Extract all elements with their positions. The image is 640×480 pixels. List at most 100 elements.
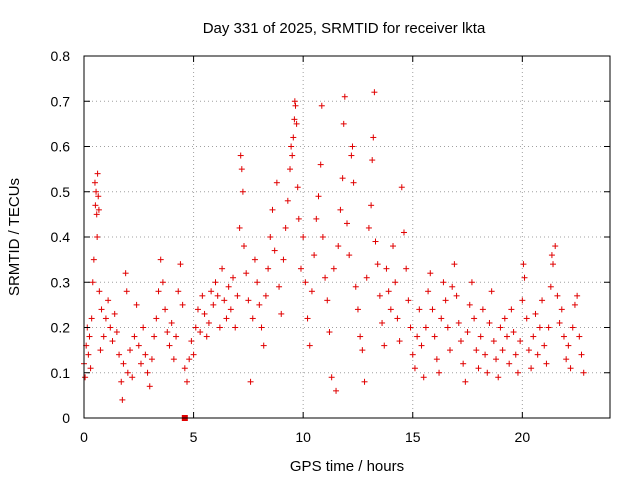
data-point (499, 347, 506, 354)
data-point (534, 351, 541, 358)
data-point (317, 161, 324, 168)
data-point (543, 360, 550, 367)
data-point (302, 279, 309, 286)
data-point (258, 324, 265, 331)
x-tick-label: 15 (405, 429, 421, 445)
data-point (294, 184, 301, 191)
data-point (221, 297, 228, 304)
data-point (129, 374, 136, 381)
data-point (265, 265, 272, 272)
data-point (197, 329, 204, 336)
data-point (240, 243, 247, 250)
data-point (455, 319, 462, 326)
data-point (184, 378, 191, 385)
data-point (545, 324, 552, 331)
data-point (330, 265, 337, 272)
data-point (381, 342, 388, 349)
data-point (205, 319, 212, 326)
data-point (179, 301, 186, 308)
data-point (352, 283, 359, 290)
data-point (422, 324, 429, 331)
data-point (199, 292, 206, 299)
data-point (271, 247, 278, 254)
data-point (311, 252, 318, 259)
data-point (313, 215, 320, 222)
data-point (291, 98, 298, 105)
data-point (372, 238, 379, 245)
data-point (140, 324, 147, 331)
data-point (315, 193, 322, 200)
data-point (82, 374, 89, 381)
data-point (552, 243, 559, 250)
y-tick-label: 0.8 (51, 48, 71, 64)
data-point (95, 193, 102, 200)
data-point (319, 234, 326, 240)
data-point (433, 356, 440, 363)
data-point (548, 252, 555, 259)
data-point (510, 329, 517, 336)
data-point (374, 261, 381, 268)
data-point (97, 347, 104, 354)
data-point (394, 315, 401, 322)
data-point (420, 374, 427, 381)
data-point (486, 319, 493, 326)
data-point (578, 351, 585, 358)
data-point (359, 347, 366, 354)
data-point (291, 116, 298, 123)
data-point (335, 243, 342, 250)
data-point (96, 288, 103, 295)
data-point (383, 265, 390, 272)
data-point (111, 310, 118, 317)
x-tick-label: 10 (295, 429, 311, 445)
data-point (107, 324, 114, 331)
data-point (89, 279, 96, 286)
data-point (539, 297, 546, 304)
data-point (438, 315, 445, 322)
data-point (190, 351, 197, 358)
data-point (328, 374, 335, 381)
data-point (144, 369, 151, 376)
data-point (164, 329, 171, 336)
data-point (530, 333, 537, 340)
data-point (170, 356, 177, 363)
data-point (260, 342, 267, 349)
data-point (440, 279, 447, 286)
data-point (436, 369, 443, 376)
data-point (98, 306, 105, 313)
data-point (460, 360, 467, 367)
data-point (392, 279, 399, 286)
data-point (547, 283, 554, 290)
data-point (216, 324, 223, 331)
data-point (297, 265, 304, 272)
data-point (365, 224, 372, 231)
data-point (333, 387, 340, 394)
data-point (370, 134, 377, 141)
data-point (536, 324, 543, 331)
data-point (369, 157, 376, 164)
data-point (414, 333, 421, 340)
data-point (349, 143, 356, 150)
data-point (324, 297, 331, 304)
data-point (425, 288, 432, 295)
data-point (348, 152, 355, 159)
data-point (341, 93, 348, 100)
data-point (239, 188, 246, 195)
data-point (267, 234, 274, 240)
data-point (361, 378, 368, 385)
data-point (122, 270, 129, 277)
data-point (109, 338, 116, 345)
y-tick-label: 0.3 (51, 274, 71, 290)
data-point (340, 120, 347, 127)
axis-ticks (83, 55, 610, 419)
data-point (451, 261, 458, 268)
y-tick-label: 0.1 (51, 365, 71, 381)
data-point (127, 347, 134, 354)
data-point (363, 274, 370, 281)
data-point (153, 315, 160, 322)
data-point (276, 283, 283, 290)
data-point (131, 333, 138, 340)
y-tick-label: 0.7 (51, 93, 71, 109)
data-point (429, 306, 436, 313)
data-point (137, 360, 144, 367)
